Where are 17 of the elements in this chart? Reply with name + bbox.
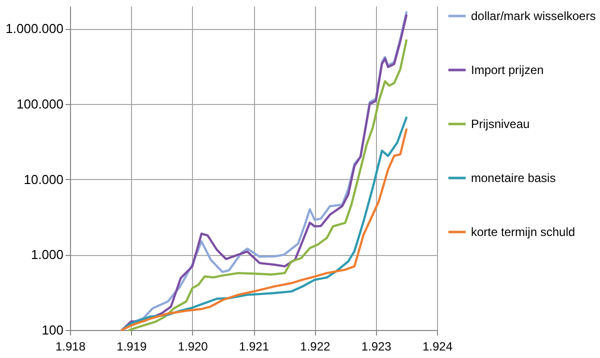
legend-label: dollar/mark wisselkoers xyxy=(471,9,596,23)
x-tick-label: 1.920 xyxy=(178,340,208,354)
x-tick-label: 1.918 xyxy=(55,340,86,354)
y-tick-label: 100 xyxy=(42,322,64,338)
y-tick-label: 10.000 xyxy=(24,172,64,187)
legend-label: Import prijzen xyxy=(471,63,544,77)
legend-label: Prijsniveau xyxy=(471,117,530,131)
x-tick-label: 1.924 xyxy=(422,340,453,354)
x-tick-label: 1.922 xyxy=(300,340,331,354)
y-tick-label: 100.000 xyxy=(16,96,64,112)
y-tick-label: 1.000.000 xyxy=(6,21,64,36)
x-tick-label: 1.919 xyxy=(116,340,148,354)
x-tick-label: 1.923 xyxy=(361,340,392,354)
legend-label: monetaire basis xyxy=(471,171,556,185)
y-tick-label: 1.000 xyxy=(30,247,64,262)
x-tick-label: 1.921 xyxy=(238,340,270,354)
legend-label: korte termijn schuld xyxy=(471,225,576,239)
